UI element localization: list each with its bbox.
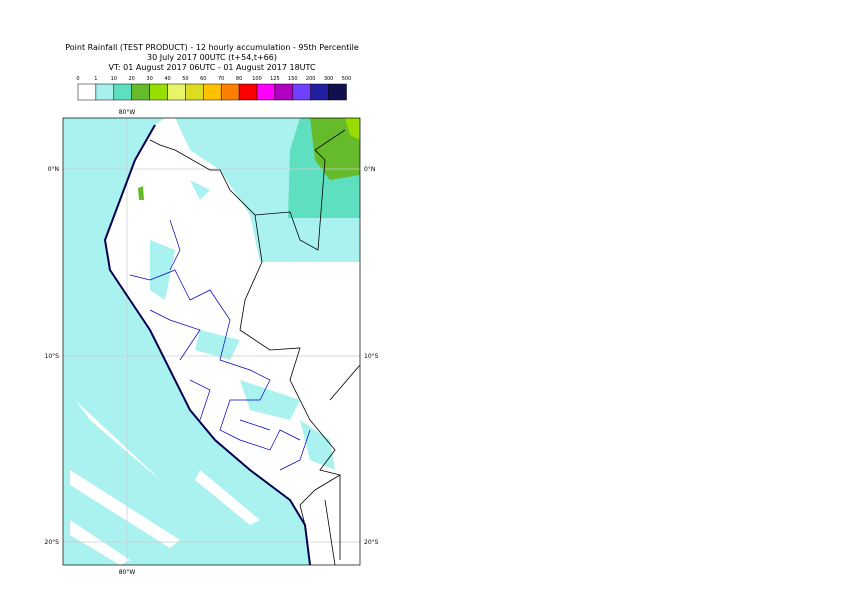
lat-label: 20°S — [364, 539, 379, 546]
rain-patch — [138, 186, 144, 200]
legend-label: 1 — [94, 76, 97, 82]
lat-label: 10°S — [45, 353, 60, 360]
legend-swatch — [167, 83, 186, 101]
map-frame — [62, 117, 361, 566]
title: Point Rainfall (TEST PRODUCT) - 12 hourl… — [65, 43, 359, 52]
rain-patch — [310, 118, 360, 180]
legend-swatch — [131, 83, 150, 101]
rain-patch — [345, 118, 360, 140]
legend: 0 1 10 20 30 40 50 60 70 80 100 125 150 200 300 500 — [76, 76, 352, 101]
legend-label: 60 — [200, 76, 206, 82]
legend-label: 200 — [306, 76, 316, 82]
lon-label: 80°W — [119, 569, 136, 576]
legend-swatch — [149, 83, 168, 101]
legend-swatch — [274, 83, 294, 101]
ocean-clear — [70, 400, 260, 565]
legend-label: 20 — [129, 76, 135, 82]
legend-label: 300 — [324, 76, 334, 82]
land-rain — [150, 180, 335, 470]
coastline — [103, 124, 311, 565]
legend-swatch — [220, 83, 240, 101]
legend-label: 100 — [252, 76, 262, 82]
lon-label: 80°W — [119, 109, 136, 116]
lat-label: 0°N — [364, 166, 375, 173]
legend-label: 70 — [218, 76, 224, 82]
legend-swatch — [113, 83, 132, 101]
legend-swatch — [185, 83, 204, 101]
legend-label: 500 — [342, 76, 352, 82]
legend-swatch — [95, 83, 115, 101]
legend-swatch — [328, 83, 347, 101]
legend-swatch — [77, 83, 97, 101]
legend-swatch — [292, 83, 311, 101]
lat-label: 20°S — [45, 539, 60, 546]
legend-label: 50 — [182, 76, 188, 82]
lat-label: 10°S — [364, 353, 379, 360]
legend-label: 125 — [270, 76, 280, 82]
lat-label: 0°N — [48, 166, 59, 173]
map — [63, 118, 360, 565]
legend-label: 10 — [111, 76, 117, 82]
graticule — [63, 118, 360, 565]
legend-swatch — [238, 83, 258, 101]
legend-swatch — [310, 83, 329, 101]
legend-label: 80 — [236, 76, 242, 82]
borders — [149, 129, 360, 565]
legend-label: 40 — [164, 76, 170, 82]
regional-borders — [129, 219, 311, 471]
legend-swatch — [256, 83, 276, 101]
subtitle: 30 July 2017 00UTC (t+54,t+66) — [147, 53, 277, 62]
legend-label: 150 — [288, 76, 298, 82]
legend-swatch — [203, 83, 222, 101]
subtitle: VT: 01 August 2017 06UTC - 01 August 201… — [108, 63, 316, 72]
legend-label: 0 — [76, 76, 79, 82]
legend-label: 30 — [146, 76, 152, 82]
